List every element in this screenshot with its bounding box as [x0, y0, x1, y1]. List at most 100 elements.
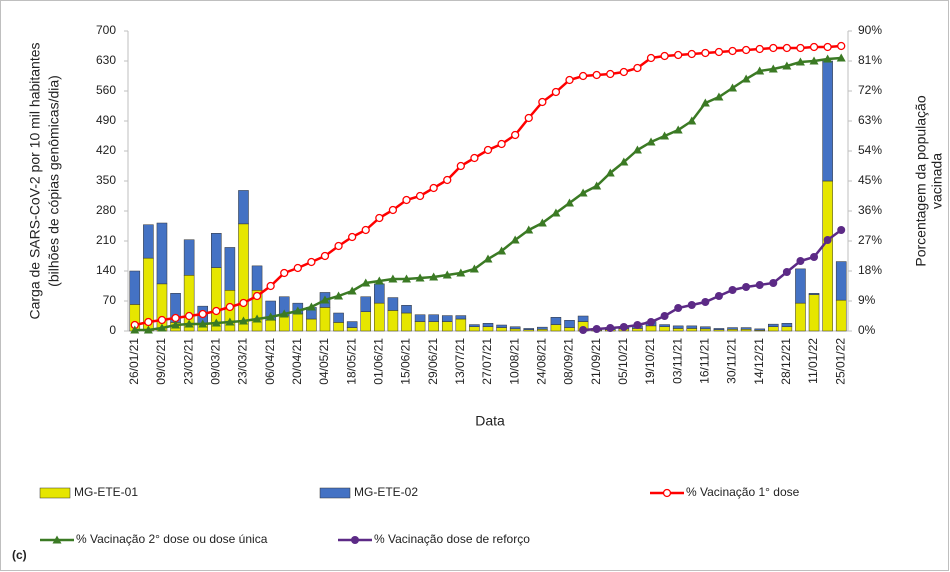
line-marker [470, 153, 479, 163]
bar [496, 324, 507, 328]
line-marker [687, 49, 696, 59]
bar [360, 311, 372, 332]
bar [292, 313, 304, 332]
legend-swatch [39, 487, 71, 499]
line-marker [809, 42, 819, 52]
line-marker [388, 274, 398, 283]
line-marker [674, 50, 683, 60]
y2-tick-label: 9% [858, 293, 876, 307]
bar [645, 325, 657, 332]
bar [740, 329, 752, 332]
line-marker [374, 276, 384, 285]
bar [346, 327, 358, 332]
x-tick-label: 08/09/21 [562, 338, 576, 385]
legend-label: % Vacinação dose de reforço [374, 532, 530, 546]
x-tick-label: 01/06/21 [371, 338, 385, 385]
bar [795, 268, 806, 304]
bar [455, 318, 467, 332]
bar [700, 326, 711, 330]
line-marker [456, 161, 465, 171]
x-tick-label: 05/10/21 [616, 338, 630, 385]
bar [740, 327, 752, 330]
x-tick-label: 09/02/21 [154, 338, 168, 385]
bar [672, 328, 684, 332]
legend-item: MG-ETE-02 [319, 485, 418, 499]
line-marker [497, 139, 506, 149]
x-axis-title: Data [475, 413, 505, 429]
bar [577, 315, 589, 322]
bar [401, 312, 412, 332]
line-marker [714, 92, 724, 101]
line-marker [225, 302, 235, 312]
line-marker [538, 97, 547, 107]
bar [700, 328, 711, 332]
line-marker [280, 268, 289, 278]
x-tick-label: 11/01/22 [806, 338, 820, 384]
bar [835, 261, 847, 301]
bar [319, 307, 331, 332]
line-marker [768, 64, 778, 73]
line-marker [606, 69, 615, 79]
line-marker [646, 53, 656, 63]
bar [808, 294, 820, 332]
bar [441, 315, 453, 322]
bar [238, 190, 249, 225]
line-marker [266, 312, 276, 321]
line-marker [823, 42, 832, 52]
line-marker [238, 316, 248, 325]
line-marker [266, 281, 275, 291]
x-tick-label: 21/09/21 [589, 338, 603, 385]
y2-axis-title: Porcentagem da população [913, 95, 929, 266]
line-marker [619, 157, 629, 166]
line-marker [660, 312, 669, 320]
x-tick-label: 26/01/21 [127, 338, 141, 385]
line-marker [293, 306, 303, 315]
bar [564, 320, 575, 328]
bar [713, 328, 725, 330]
x-tick-label: 23/02/21 [181, 338, 195, 385]
line-marker [673, 125, 683, 134]
bar [469, 324, 480, 327]
y-tick-label: 140 [96, 263, 116, 277]
bar [550, 324, 562, 332]
line-marker [198, 309, 207, 319]
y-tick-label: 630 [96, 53, 116, 67]
x-tick-label: 27/07/21 [480, 338, 494, 385]
line-marker [307, 257, 316, 267]
line-marker [401, 274, 411, 283]
bar [822, 60, 833, 182]
y-axis-title: (bilhões de cópias genômicas/dia) [46, 75, 62, 287]
line-marker [157, 323, 167, 332]
bar [523, 328, 535, 330]
line-marker [198, 319, 208, 328]
bar [265, 320, 276, 332]
x-tick-label: 20/04/21 [290, 338, 304, 385]
bar [333, 312, 344, 323]
line-marker [837, 41, 846, 51]
line-marker [306, 302, 316, 311]
line-marker [443, 175, 452, 185]
bar [768, 323, 779, 327]
bar [686, 325, 698, 329]
bar [156, 222, 168, 285]
line-marker [674, 304, 683, 312]
line-marker [795, 57, 805, 66]
bar [374, 302, 385, 332]
line-marker [429, 272, 439, 281]
line-marker [361, 278, 371, 287]
bar [672, 325, 684, 329]
bar [537, 326, 548, 330]
line-marker [347, 286, 357, 295]
bar [835, 299, 847, 332]
y-tick-label: 210 [96, 233, 116, 247]
series-line [130, 41, 846, 330]
bar [346, 321, 358, 328]
y-tick-label: 490 [96, 113, 116, 127]
line-marker [252, 314, 262, 323]
line-marker [660, 131, 670, 140]
legend-item: % Vacinação 2° dose ou dose única [40, 532, 268, 546]
line-marker [687, 301, 696, 309]
line-marker [348, 232, 357, 242]
bar [129, 270, 141, 305]
